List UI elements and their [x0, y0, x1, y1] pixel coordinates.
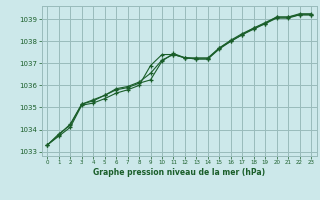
X-axis label: Graphe pression niveau de la mer (hPa): Graphe pression niveau de la mer (hPa): [93, 168, 265, 177]
